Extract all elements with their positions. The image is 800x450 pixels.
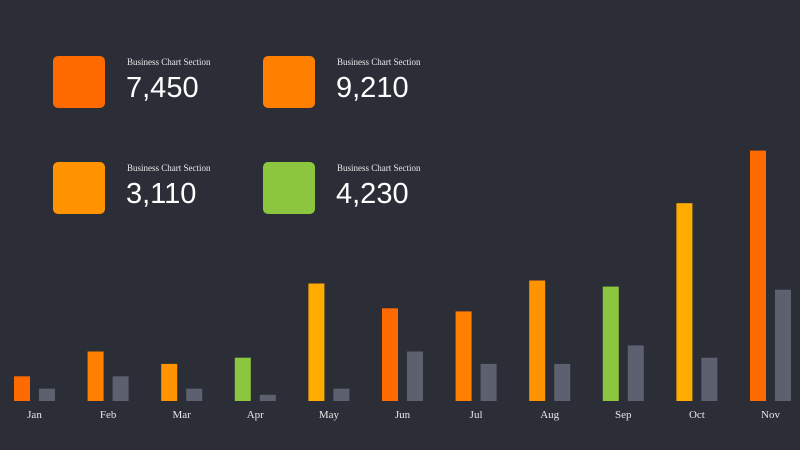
bar-primary-apr	[234, 357, 251, 401]
kpi-swatch	[263, 162, 315, 214]
bar-secondary-nov	[775, 289, 791, 401]
bar-secondary-sep	[627, 345, 644, 401]
kpi-swatch	[263, 56, 315, 108]
bar-primary-may	[308, 283, 325, 401]
x-tick-label: Jul	[470, 409, 483, 421]
kpi-value: 7,450	[126, 72, 199, 104]
bar-primary-jul	[455, 311, 472, 401]
bar-primary-oct	[676, 203, 693, 401]
kpi-card-1: Business Chart Section 7,450	[53, 56, 253, 116]
x-tick-label: Mar	[173, 409, 192, 421]
kpi-label: Business Chart Section	[337, 57, 421, 67]
bar-secondary-jul	[480, 363, 497, 401]
bar-primary-sep	[602, 286, 619, 401]
kpi-swatch	[53, 56, 105, 108]
x-tick-label: Feb	[100, 409, 117, 421]
x-tick-label: Apr	[247, 409, 264, 421]
bar-secondary-apr	[259, 394, 276, 401]
bar-primary-nov	[750, 150, 766, 401]
bar-primary-jan	[14, 376, 30, 401]
kpi-label: Business Chart Section	[127, 163, 211, 173]
x-tick-label: Sep	[615, 409, 632, 421]
bar-primary-mar	[161, 363, 178, 401]
kpi-swatch	[53, 162, 105, 214]
bar-secondary-may	[333, 388, 350, 401]
kpi-value: 3,110	[126, 178, 197, 210]
x-tick-label: Jun	[395, 409, 411, 421]
kpi-value: 4,230	[336, 178, 409, 210]
kpi-card-2: Business Chart Section 9,210	[263, 56, 463, 116]
bar-secondary-aug	[554, 363, 571, 401]
bar-primary-aug	[529, 280, 546, 401]
kpi-label: Business Chart Section	[337, 163, 421, 173]
kpi-card-3: Business Chart Section 3,110	[53, 162, 253, 222]
x-tick-label: Jan	[27, 409, 42, 421]
bar-primary-jun	[382, 308, 398, 401]
x-tick-label: Nov	[761, 409, 780, 421]
kpi-label: Business Chart Section	[127, 57, 211, 67]
x-tick-label: Oct	[689, 409, 705, 421]
bar-secondary-jan	[39, 388, 55, 401]
kpi-card-4: Business Chart Section 4,230	[263, 162, 463, 222]
bar-primary-feb	[87, 351, 104, 401]
bar-secondary-jun	[407, 351, 423, 401]
bar-secondary-feb	[112, 376, 129, 401]
bar-secondary-oct	[701, 357, 718, 401]
bar-secondary-mar	[186, 388, 203, 401]
x-tick-label: May	[319, 409, 340, 421]
kpi-value: 9,210	[336, 72, 409, 104]
x-tick-label: Aug	[540, 409, 559, 421]
